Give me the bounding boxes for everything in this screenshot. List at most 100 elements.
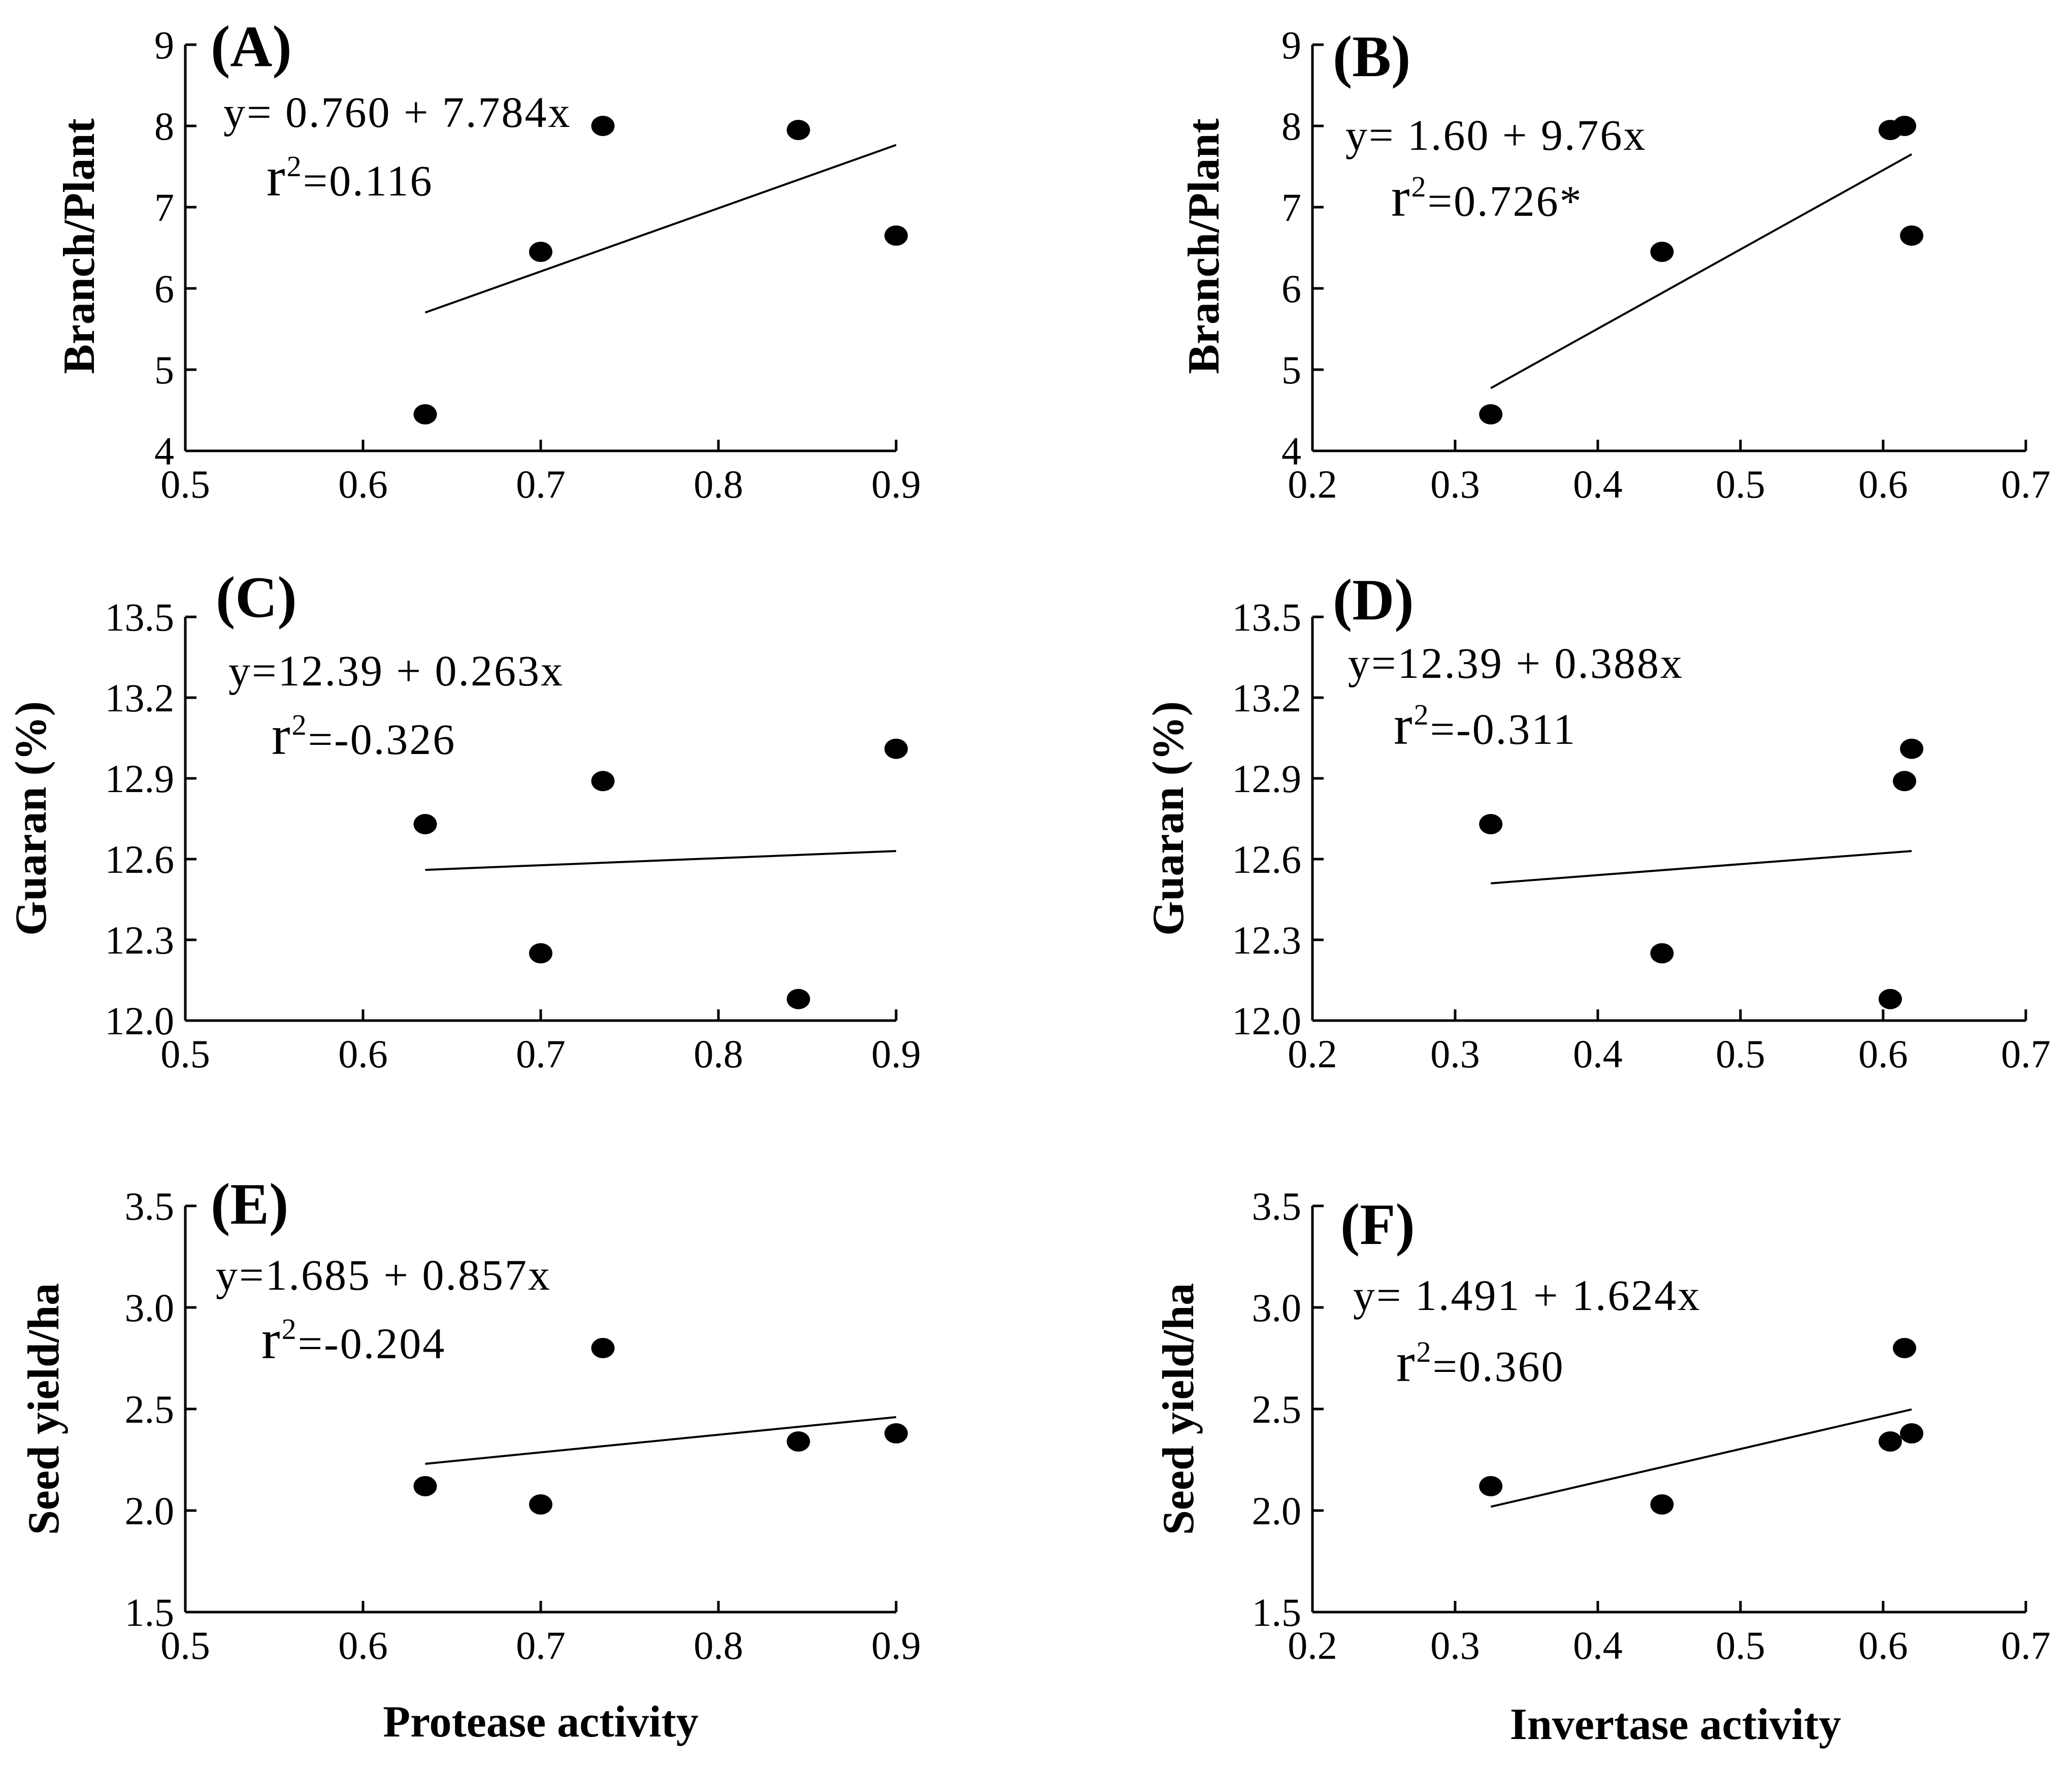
y-tick-label: 12.6 [1232,837,1302,881]
panel-label: (C) [216,565,297,630]
x-axis-title-invertase: Invertase activity [1510,1700,1841,1749]
y-tick-label: 3.0 [125,1286,175,1330]
x-tick-label: 0.6 [1858,1032,1908,1076]
x-tick-label: 0.7 [516,462,566,506]
y-axis-title: Guaran (%) [7,701,56,936]
data-point [1879,1431,1902,1452]
x-tick-label: 0.7 [516,1623,566,1667]
y-tick-label: 12.3 [1232,918,1302,962]
panel-label: (F) [1340,1192,1415,1257]
r-superscript: 2 [1411,170,1428,203]
y-tick-label: 5 [1281,348,1301,392]
r-squared: r2=-0.311 [1394,694,1576,756]
data-point [1900,225,1924,246]
data-point [1650,1494,1674,1515]
r-superscript: 2 [282,1313,298,1346]
panel-label: (E) [211,1172,288,1236]
data-point [786,1431,810,1452]
data-point [1893,771,1917,792]
r-squared: r2=0.726* [1391,166,1583,228]
x-tick-label: 0.3 [1430,1623,1480,1667]
panel-label: (B) [1333,24,1410,89]
data-point [591,1338,615,1358]
y-axis-title: Guaran (%) [1144,701,1193,936]
regression-line [424,144,897,314]
x-tick-label: 0.7 [2001,1032,2051,1076]
x-tick-label: 0.5 [160,462,210,506]
data-point [1650,943,1674,964]
data-point [529,242,552,262]
r-squared: r2=-0.204 [261,1308,446,1370]
x-tick-label: 0.8 [694,1032,743,1076]
r-superscript: 2 [1417,1335,1433,1368]
data-point [1893,116,1917,136]
data-point [786,120,810,140]
r-squared: r2=0.360 [1396,1331,1565,1393]
x-tick-label: 0.3 [1430,462,1480,506]
x-tick-label: 0.7 [2001,1623,2051,1667]
scatter-panel-a: 0.5 0.6 0.7 0.8 0.9 4 5 6 7 8 9 Branch/Plant (A) y= 0… [55,14,921,506]
x-tick-label: 0.5 [160,1032,210,1076]
scatter-panel-b: 0.2 0.3 0.4 0.5 0.6 0.7 4 5 6 7 8 9 Branch/Plant (B) y… [1179,23,2051,506]
data-point [1879,989,1902,1009]
regression-line [1490,1408,1912,1508]
y-tick-label: 13.5 [1232,595,1302,639]
data-point [1479,404,1503,424]
y-tick-label: 4 [1281,429,1301,473]
y-tick-label: 8 [1281,104,1301,148]
x-tick-label: 0.8 [694,1623,743,1667]
y-tick-label: 2.0 [125,1489,175,1533]
scatter-panel-e: 0.5 0.6 0.7 0.8 0.9 1.5 2.0 2.5 3.0 3.5 Seed yield… [19,1172,921,1667]
r-squared: r2=0.116 [267,146,433,208]
data-point [1900,738,1924,759]
regression-equation: y=1.685 + 0.857x [216,1251,551,1299]
x-tick-label: 0.5 [160,1623,210,1667]
data-point [413,404,437,424]
r-symbol: r [1391,166,1411,228]
r-symbol: r [1394,694,1414,756]
r-superscript: 2 [292,708,308,741]
regression-equation: y= 1.491 + 1.624x [1353,1271,1701,1320]
x-tick-label: 0.5 [1716,1623,1765,1667]
y-tick-label: 3.5 [1252,1184,1302,1228]
regression-equation: y=12.39 + 0.263x [228,646,564,695]
x-tick-label: 0.9 [871,1623,921,1667]
y-axis-title: Branch/Plant [1179,118,1229,374]
regression-equation: y= 0.760 + 7.784x [223,88,572,137]
data-point [1650,242,1674,262]
data-point [591,116,615,136]
x-tick-label: 0.9 [871,462,921,506]
data-point [413,1476,437,1496]
data-point [786,989,810,1009]
data-point [884,738,908,759]
y-tick-label: 12.3 [105,918,175,962]
regression-line [425,850,897,871]
panel-label: (D) [1333,568,1414,632]
x-tick-label: 0.8 [694,462,743,506]
r-squared-value: =0.116 [303,156,434,205]
data-point [1900,1423,1924,1444]
data-point [1479,814,1503,835]
r-superscript: 2 [1414,698,1430,731]
regression-line [1491,850,1912,884]
r-symbol: r [272,704,292,766]
scatter-panel-f: 0.2 0.3 0.4 0.5 0.6 0.7 1.5 2.0 2.5 3.0 3.5 Seed yi… [1154,1184,2051,1667]
panel-label: (A) [211,14,292,79]
x-tick-label: 0.6 [1858,462,1908,506]
y-tick-label: 2.5 [125,1387,175,1431]
y-tick-label: 3.0 [1252,1286,1302,1330]
scatter-panel-c: 0.5 0.6 0.7 0.8 0.9 12.0 12.3 12.6 12.9 13.2 13.5 G… [7,565,921,1076]
y-tick-label: 12.6 [105,837,175,881]
scatter-panel-d: 0.2 0.3 0.4 0.5 0.6 0.7 12.0 12.3 12.6 12.9 13.2 13… [1144,568,2051,1076]
x-tick-label: 0.4 [1573,1032,1623,1076]
regression-line [425,1416,897,1465]
y-tick-label: 13.2 [1232,676,1302,720]
x-tick-label: 0.3 [1430,1032,1480,1076]
y-axis-title: Seed yield/ha [1154,1283,1203,1535]
data-point [1479,1476,1503,1496]
y-tick-label: 12.0 [1232,999,1302,1043]
x-tick-label: 0.2 [1288,1032,1337,1076]
r-squared-value: =-0.311 [1430,705,1576,753]
regression-equation: y= 1.60 + 9.76x [1345,111,1647,159]
